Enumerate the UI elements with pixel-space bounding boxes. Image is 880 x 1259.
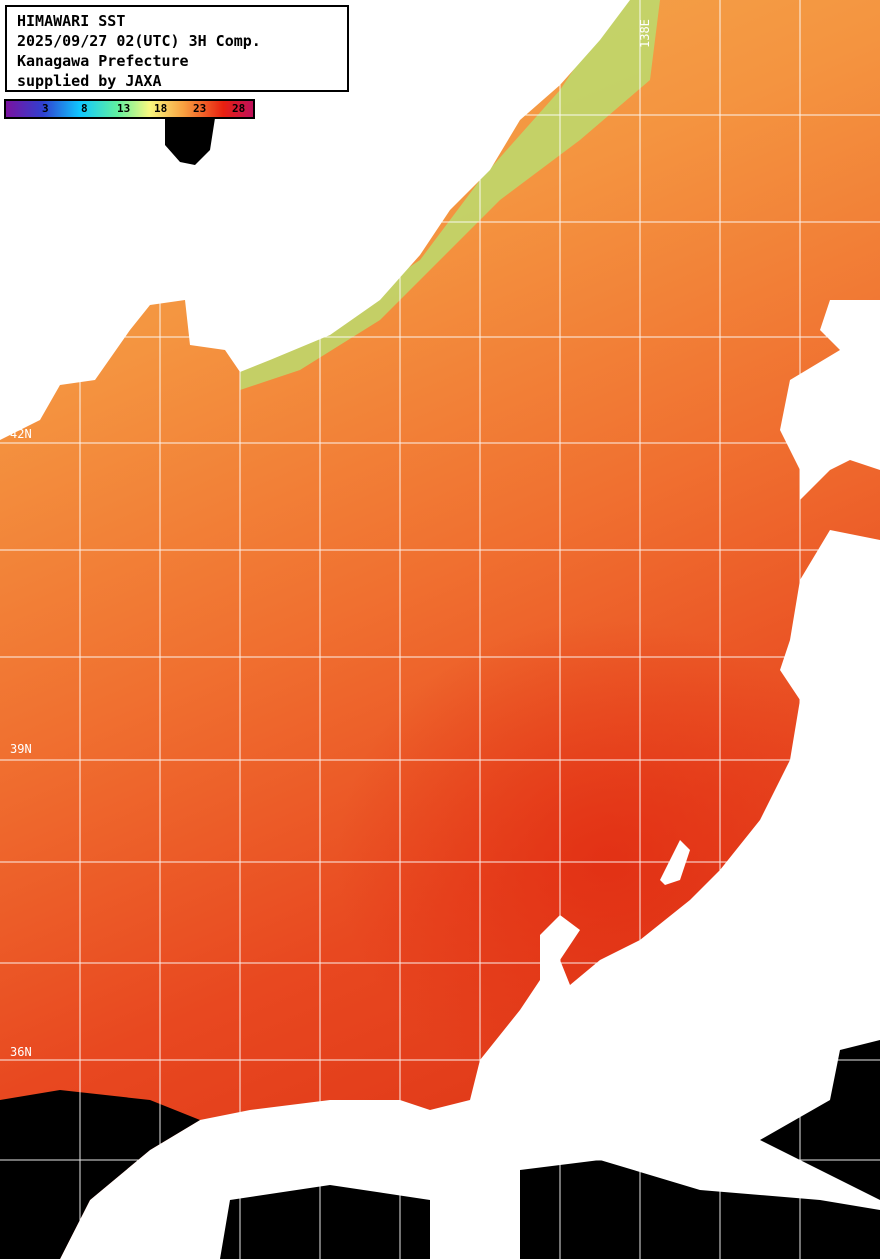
title-box: HIMAWARI SST 2025/09/27 02(UTC) 3H Comp.… <box>5 5 349 92</box>
legend-tick: 18 <box>154 102 168 115</box>
legend-tick: 13 <box>117 102 131 115</box>
legend-tick: 23 <box>193 102 207 115</box>
legend-tick: 28 <box>232 102 246 115</box>
no-data-bottom-left <box>220 1185 430 1259</box>
title-line-source: supplied by JAXA <box>17 72 162 90</box>
no-data-top-blob <box>165 118 215 165</box>
lat-label-36n: 36N <box>10 1045 32 1059</box>
title-line-datetime: 2025/09/27 02(UTC) 3H Comp. <box>17 32 261 50</box>
land-hokkaido <box>780 300 880 500</box>
land-honshu <box>60 530 880 1259</box>
color-scale-legend: 3 8 13 18 23 28 <box>4 99 255 119</box>
lat-label-42n: 42N <box>10 427 32 441</box>
legend-tick: 8 <box>81 102 88 115</box>
lat-label-39n: 39N <box>10 742 32 756</box>
cool-coastal-water <box>240 0 660 390</box>
title-line-agency: Kanagawa Prefecture <box>17 52 189 70</box>
no-data-south <box>0 1090 200 1259</box>
title-line-product: HIMAWARI SST <box>17 12 126 30</box>
legend-tick: 3 <box>42 102 49 115</box>
no-data-bottom <box>520 1160 880 1259</box>
lon-label-138e: 138E <box>638 19 652 48</box>
